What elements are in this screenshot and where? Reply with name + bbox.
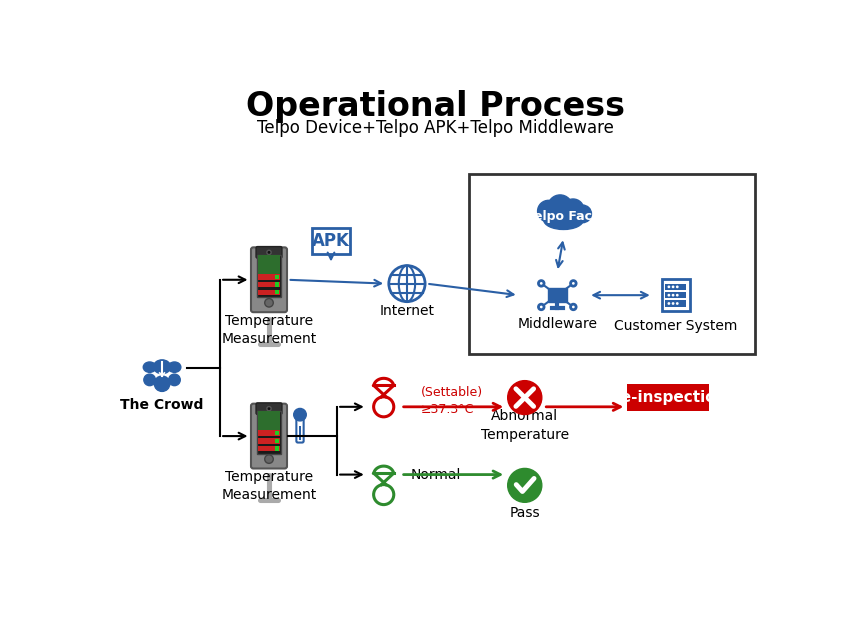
Circle shape <box>672 285 675 288</box>
Circle shape <box>537 200 559 222</box>
Circle shape <box>547 195 572 220</box>
FancyBboxPatch shape <box>313 228 349 254</box>
FancyBboxPatch shape <box>627 384 709 411</box>
Circle shape <box>155 376 170 391</box>
FancyBboxPatch shape <box>258 290 280 295</box>
Ellipse shape <box>144 362 156 372</box>
Circle shape <box>667 294 671 297</box>
Circle shape <box>267 406 271 411</box>
Text: Middleware: Middleware <box>518 317 598 331</box>
FancyBboxPatch shape <box>257 411 281 454</box>
FancyBboxPatch shape <box>257 255 281 297</box>
Circle shape <box>667 302 671 305</box>
Text: Temperature
Measurement: Temperature Measurement <box>221 470 316 502</box>
FancyBboxPatch shape <box>275 282 279 286</box>
Circle shape <box>570 304 576 310</box>
Text: APK: APK <box>312 232 350 251</box>
Text: Re-inspection: Re-inspection <box>609 390 727 405</box>
FancyBboxPatch shape <box>251 247 287 312</box>
Circle shape <box>676 294 678 297</box>
FancyBboxPatch shape <box>258 411 281 436</box>
Circle shape <box>667 285 671 288</box>
FancyBboxPatch shape <box>275 274 279 279</box>
Circle shape <box>538 281 544 286</box>
FancyBboxPatch shape <box>275 447 279 451</box>
Circle shape <box>538 304 544 310</box>
FancyBboxPatch shape <box>298 426 301 440</box>
Text: (Settable)
≥37.3°C: (Settable) ≥37.3°C <box>421 386 483 416</box>
Ellipse shape <box>154 360 171 374</box>
Circle shape <box>672 302 675 305</box>
Circle shape <box>264 455 274 463</box>
FancyBboxPatch shape <box>275 431 279 435</box>
FancyBboxPatch shape <box>666 300 686 307</box>
Text: Pass: Pass <box>509 506 540 520</box>
FancyBboxPatch shape <box>666 292 686 298</box>
Ellipse shape <box>544 211 583 230</box>
FancyBboxPatch shape <box>547 288 567 302</box>
FancyBboxPatch shape <box>258 446 280 451</box>
Circle shape <box>672 294 675 297</box>
Text: Telpo Device+Telpo APK+Telpo Middleware: Telpo Device+Telpo APK+Telpo Middleware <box>258 119 614 137</box>
Text: Normal: Normal <box>411 468 462 481</box>
Text: Operational Process: Operational Process <box>246 90 625 123</box>
FancyBboxPatch shape <box>275 290 279 295</box>
FancyBboxPatch shape <box>662 279 690 311</box>
FancyBboxPatch shape <box>256 247 282 258</box>
Circle shape <box>168 374 180 386</box>
Text: Internet: Internet <box>379 304 434 319</box>
Circle shape <box>574 205 592 223</box>
FancyBboxPatch shape <box>258 281 280 287</box>
FancyBboxPatch shape <box>258 430 280 436</box>
FancyBboxPatch shape <box>256 403 282 415</box>
FancyBboxPatch shape <box>275 439 279 443</box>
Circle shape <box>264 298 274 307</box>
Text: Abnormal
Temperature: Abnormal Temperature <box>481 409 569 442</box>
Circle shape <box>676 285 678 288</box>
Circle shape <box>267 251 271 254</box>
FancyBboxPatch shape <box>258 255 281 280</box>
Circle shape <box>676 302 678 305</box>
Text: The Crowd: The Crowd <box>121 398 204 411</box>
FancyBboxPatch shape <box>251 404 287 468</box>
FancyBboxPatch shape <box>666 284 686 290</box>
Text: Temperature
Measurement: Temperature Measurement <box>221 314 316 346</box>
Ellipse shape <box>168 362 181 372</box>
Circle shape <box>570 281 576 286</box>
FancyBboxPatch shape <box>297 417 303 442</box>
FancyBboxPatch shape <box>258 274 280 280</box>
Text: Telpo Face: Telpo Face <box>527 210 600 223</box>
Circle shape <box>507 380 541 415</box>
Circle shape <box>294 408 306 421</box>
FancyBboxPatch shape <box>258 438 280 444</box>
Text: Customer System: Customer System <box>615 319 738 333</box>
Circle shape <box>507 468 541 502</box>
FancyBboxPatch shape <box>469 174 755 355</box>
Circle shape <box>562 199 584 221</box>
Circle shape <box>144 374 156 386</box>
